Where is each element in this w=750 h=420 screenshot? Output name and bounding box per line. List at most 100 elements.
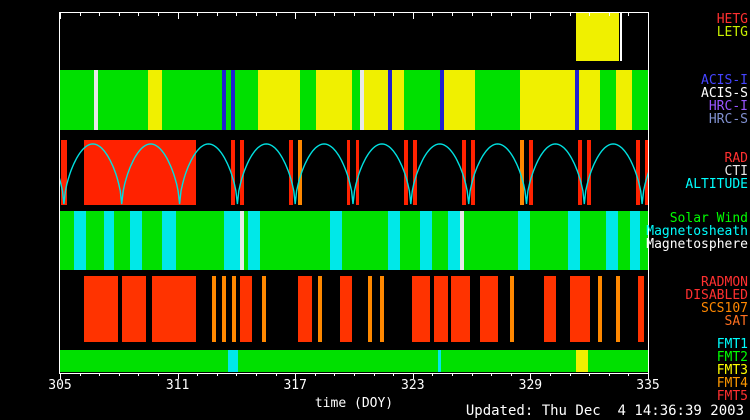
band-label-magnetosheath: Magnetosheath [646, 224, 748, 239]
segment-solar-wind-region [518, 211, 530, 270]
segment-instruments [360, 70, 364, 130]
segment-instruments [315, 70, 353, 130]
plot-frame [59, 12, 649, 374]
band-label-altitude: ALTITUDE [685, 177, 748, 192]
segment-radmon-events [380, 276, 384, 342]
segment-marker [619, 13, 622, 61]
axis-tick [412, 374, 414, 379]
axis-tick [79, 374, 81, 376]
band-label-hrc-s: HRC-S [708, 112, 748, 127]
axis-tick [373, 374, 375, 376]
segment-solar-wind-region [387, 211, 401, 270]
altitude-curve [60, 143, 648, 205]
x-axis-title: time (DOY) [314, 396, 394, 411]
segment-radiation-altitude [297, 140, 302, 205]
segment-solar-wind-region [247, 211, 260, 270]
segment-radmon-events [412, 276, 431, 342]
labels-solar-wind-region: Solar Wind Magnetosheath Magnetosphere [626, 212, 748, 251]
band-solar-wind-region [60, 211, 648, 270]
axis-tick [275, 374, 277, 376]
band-label-acis-s: ACIS-S [701, 86, 748, 101]
segment-solar-wind-region [420, 211, 432, 270]
segment-radmon-events [212, 276, 216, 342]
axis-tick [177, 374, 179, 379]
segment-radiation-altitude [239, 140, 244, 205]
segment-radmon-events [638, 276, 645, 342]
band-label-disabled: DISABLED [685, 288, 748, 303]
segment-radmon-events [569, 276, 590, 342]
segment-radiation-altitude [355, 140, 360, 205]
band-label-letg: LETG [716, 25, 748, 40]
axis-tick [510, 374, 512, 376]
band-label-rad: RAD [724, 151, 748, 166]
band-radmon-events [60, 276, 648, 342]
segment-radmon-events [451, 276, 471, 342]
axis-tick [530, 374, 532, 379]
x-tick-label: 311 [165, 378, 190, 393]
x-tick-label: 317 [283, 378, 307, 393]
segment-solar-wind-region [568, 211, 580, 270]
segment-radiation-altitude [462, 140, 467, 205]
band-label-hrc-i: HRC-I [708, 99, 748, 114]
segment-radmon-events [222, 276, 226, 342]
segment-solar-wind-region [224, 211, 240, 270]
axis-tick [393, 374, 395, 376]
segment-instruments [616, 70, 632, 130]
x-tick-label: 323 [401, 378, 425, 393]
updated-timestamp: Updated: Thu Dec 4 14:36:39 2003 [465, 403, 744, 419]
segment-instruments [363, 70, 388, 130]
segment-solar-wind-region [460, 211, 464, 270]
axis-tick [118, 374, 120, 376]
axis-tick [569, 374, 571, 376]
band-instruments [60, 70, 648, 130]
segment-radiation-altitude [60, 140, 67, 205]
segment-radmon-events [340, 276, 353, 342]
band-label-fmt1: FMT1 [716, 337, 748, 352]
segment-radmon-events [239, 276, 253, 342]
band-label-scs107: SCS107 [701, 301, 748, 316]
segment-instruments [93, 70, 99, 130]
axis-tick [158, 374, 159, 376]
axis-tick [295, 374, 297, 379]
segment-radmon-events [232, 276, 236, 342]
axis-tick [314, 374, 316, 376]
segment-solar-wind-region [73, 211, 87, 270]
segment-radiation-altitude [404, 140, 409, 205]
x-tick-label: 329 [518, 378, 543, 393]
segment-radmon-events [317, 276, 323, 342]
band-label-fmt3: FMT3 [716, 363, 748, 378]
band-label-hetg: HETG [716, 12, 748, 27]
segment-instruments [387, 70, 393, 130]
x-tick-label: 305 [48, 378, 72, 393]
axis-tick [236, 374, 238, 376]
segment-radiation-altitude [413, 140, 418, 205]
segment-radmon-events [543, 276, 557, 342]
axis-tick [256, 374, 257, 376]
axis-tick [334, 374, 336, 376]
axis-tick [471, 374, 473, 376]
segment-FMT1 [227, 350, 238, 372]
axis-tick [491, 374, 493, 376]
band-label-sat: SAT [724, 314, 748, 329]
segment-instruments [440, 70, 444, 130]
segment-instruments [520, 70, 576, 130]
labels-telemetry-format: FMT1 FMT2 FMT3 FMT4 FMT5 [626, 338, 748, 403]
axis-tick [197, 374, 199, 376]
labels-gratings: HETG LETG [626, 13, 748, 39]
band-radiation-altitude [60, 140, 648, 205]
segment-radmon-events [297, 276, 313, 342]
segment-radiation-altitude [520, 140, 524, 205]
segment-radiation-altitude [288, 140, 293, 205]
segment-radmon-events [433, 276, 449, 342]
band-label-magnetosphere: Magnetosphere [646, 237, 748, 252]
labels-radmon-events: RADMON DISABLED SCS107 SAT [626, 276, 748, 328]
segment-instruments [230, 70, 236, 130]
segment-solar-wind-region [129, 211, 142, 270]
segment-radmon-events [367, 276, 373, 342]
segment-FMT3 [576, 350, 589, 372]
segment-solar-wind-region [103, 211, 115, 270]
segment-radiation-altitude [346, 140, 351, 205]
segment-radiation-altitude [586, 140, 591, 205]
segment-instruments [443, 70, 475, 130]
segment-FMT1 [438, 350, 442, 372]
